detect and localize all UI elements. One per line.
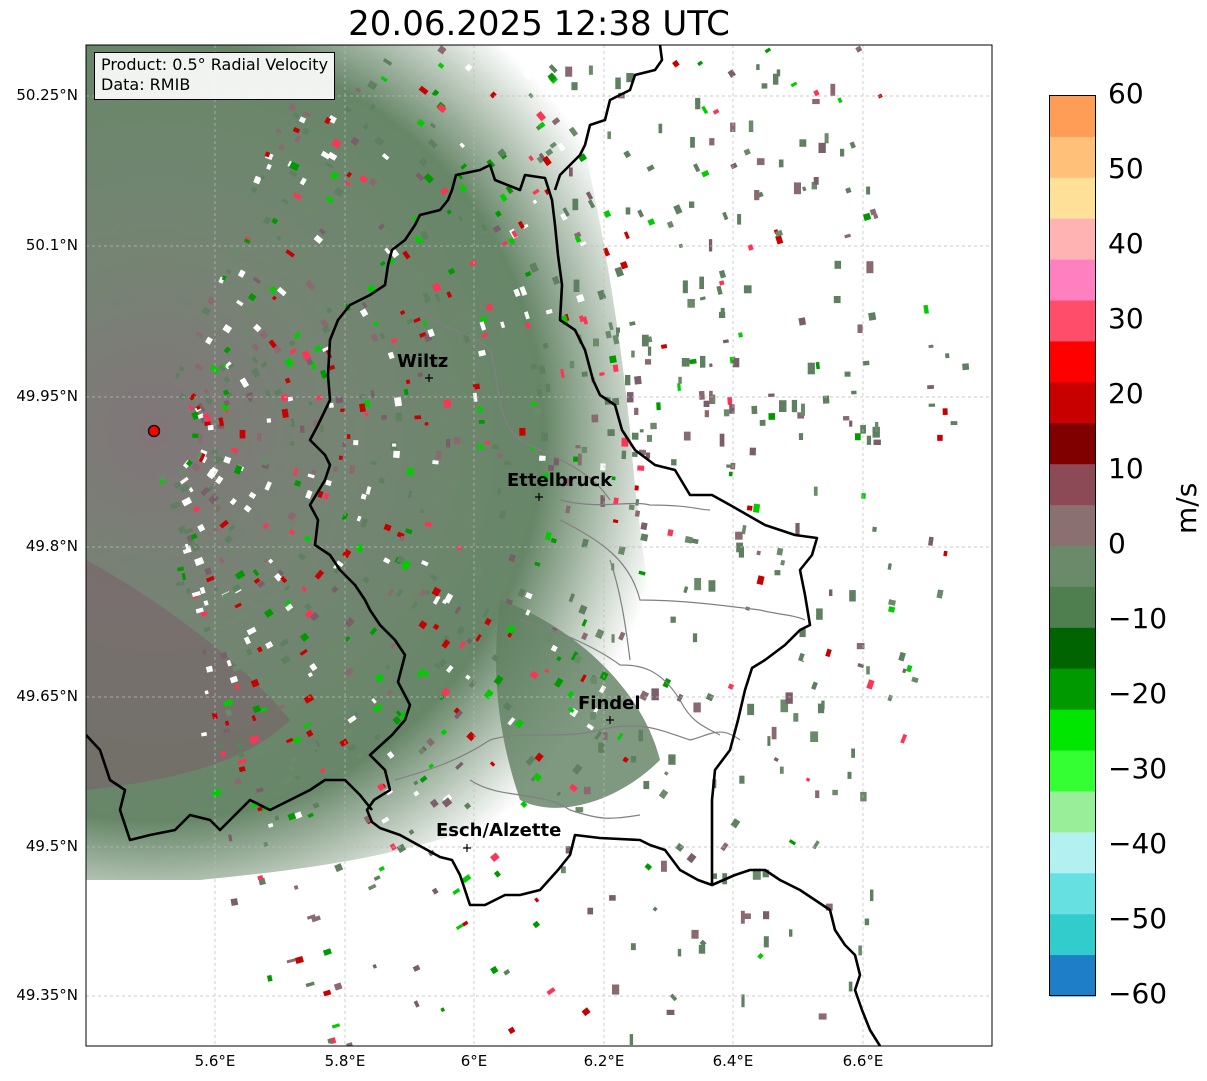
southern-border-east — [711, 868, 882, 1046]
country-borders — [86, 45, 882, 1046]
colorbar-segment — [1050, 627, 1096, 670]
colorbar-segment — [1050, 341, 1096, 383]
lon-label: 6°E — [460, 1052, 488, 1070]
colorbar-segment — [1050, 505, 1096, 547]
colorbar-segment — [1050, 96, 1096, 138]
lon-label: 5.8°E — [324, 1052, 366, 1070]
colorbar-tick-label: −20 — [1108, 677, 1168, 710]
colorbar-segment — [1050, 750, 1096, 792]
luxembourg-border — [308, 163, 819, 907]
city-markers — [425, 374, 614, 852]
colorbar-tick-label: −60 — [1108, 977, 1168, 1010]
colorbar-tick-label: 20 — [1108, 377, 1144, 410]
canton-boundaries — [394, 309, 806, 819]
lat-label: 50.1°N — [25, 236, 78, 254]
findel-marker — [606, 716, 614, 724]
colorbar-segment — [1050, 873, 1096, 915]
lat-label: 49.5°N — [25, 837, 78, 855]
colorbar-tick-label: 0 — [1108, 527, 1126, 560]
colorbar-segments — [1050, 96, 1096, 997]
colorbar-segment — [1050, 382, 1096, 424]
info-legend-box: Product: 0.5° Radial Velocity Data: RMIB — [94, 52, 336, 100]
mauve-southwest-region — [86, 560, 290, 790]
radar-site-marker[interactable] — [147, 424, 161, 438]
colorbar-tick-label: −40 — [1108, 827, 1168, 860]
colorbar-segment — [1050, 546, 1096, 588]
colorbar-segment — [1050, 914, 1096, 956]
colorbar-segment — [1050, 423, 1096, 465]
southern-border-west — [86, 734, 374, 842]
germany-belgium-border — [553, 45, 664, 191]
colorbar-tick-label: 40 — [1108, 227, 1144, 260]
colorbar-segment — [1050, 832, 1096, 874]
city-label-esch: Esch/Alzette — [436, 820, 562, 841]
data-source-label: Data: RMIB — [101, 75, 191, 94]
city-label-ettelbruck: Ettelbruck — [507, 470, 613, 491]
lat-label: 50.25°N — [16, 86, 78, 104]
colorbar-segment — [1050, 586, 1096, 629]
colorbar-segment — [1050, 464, 1096, 506]
ettelbruck-marker — [535, 493, 543, 501]
lat-label: 49.8°N — [25, 537, 78, 555]
map-frame — [85, 44, 993, 1047]
lat-label: 49.35°N — [16, 986, 78, 1004]
colorbar-tick-label: 60 — [1108, 77, 1144, 110]
colorbar-segment — [1050, 791, 1096, 833]
colorbar-segment — [1050, 218, 1096, 261]
lon-label: 6.6°E — [842, 1052, 884, 1070]
colorbar-tick-label: 10 — [1108, 452, 1144, 485]
colorbar — [1049, 95, 1096, 997]
colorbar-unit-label: m/s — [1170, 482, 1203, 534]
colorbar-tick-label: 30 — [1108, 302, 1144, 335]
lat-label: 49.65°N — [16, 687, 78, 705]
colorbar-segment — [1050, 955, 1096, 997]
colorbar-tick-label: −10 — [1108, 602, 1168, 635]
colorbar-segment — [1050, 177, 1096, 220]
velocity-speckles — [158, 45, 970, 1046]
lon-label: 6.2°E — [583, 1052, 625, 1070]
colorbar-segment — [1050, 709, 1096, 752]
esch-marker — [463, 844, 471, 852]
lon-label: 5.6°E — [194, 1052, 236, 1070]
colorbar-segment — [1050, 668, 1096, 711]
city-label-wiltz: Wiltz — [397, 351, 449, 372]
colorbar-tick-label: −50 — [1108, 902, 1168, 935]
map-gridlines — [86, 45, 992, 1046]
colorbar-segment — [1050, 300, 1096, 342]
lon-label: 6.4°E — [712, 1052, 754, 1070]
map-title: 20.06.2025 12:38 UTC — [348, 4, 730, 44]
lat-label: 49.95°N — [16, 387, 78, 405]
colorbar-tick-label: −30 — [1108, 752, 1168, 785]
colorbar-segment — [1050, 259, 1096, 302]
colorbar-tick-label: 50 — [1108, 152, 1144, 185]
colorbar-segment — [1050, 136, 1096, 179]
city-label-findel: Findel — [578, 693, 641, 714]
wiltz-marker — [425, 374, 433, 382]
product-label: Product: 0.5° Radial Velocity — [101, 55, 329, 74]
